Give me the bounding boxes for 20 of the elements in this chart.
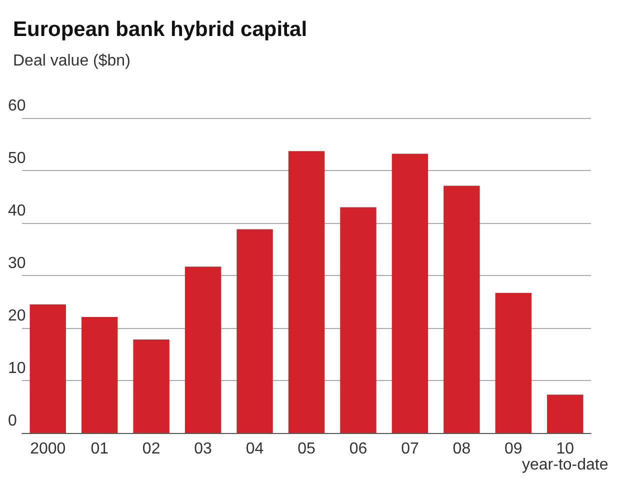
x-tick-label: 10 year-to-date bbox=[522, 440, 608, 474]
chart-subtitle: Deal value ($bn) bbox=[13, 52, 130, 70]
y-tick-label: 30 bbox=[8, 255, 26, 272]
x-tick-label: 05 bbox=[298, 440, 316, 458]
x-tick-label: 06 bbox=[349, 440, 368, 458]
y-tick-label: 50 bbox=[8, 150, 26, 167]
y-tick-label: 10 bbox=[8, 360, 26, 377]
x-tick-label: 03 bbox=[194, 440, 212, 458]
x-tick-label: 2000 bbox=[30, 440, 66, 458]
x-tick-label: 08 bbox=[452, 440, 471, 458]
chart-title: European bank hybrid capital bbox=[13, 18, 308, 41]
x-tick-label: 01 bbox=[90, 440, 109, 458]
x-tick-label: 02 bbox=[142, 440, 160, 458]
x-tick-label: 07 bbox=[401, 440, 419, 458]
y-tick-label: 20 bbox=[8, 308, 26, 324]
x-tick-label: 04 bbox=[246, 440, 264, 458]
x-tick-label: 09 bbox=[504, 440, 522, 458]
y-tick-label: 0 bbox=[8, 412, 17, 430]
y-tick-label: 40 bbox=[8, 202, 26, 220]
y-tick-label: 60 bbox=[8, 98, 26, 114]
